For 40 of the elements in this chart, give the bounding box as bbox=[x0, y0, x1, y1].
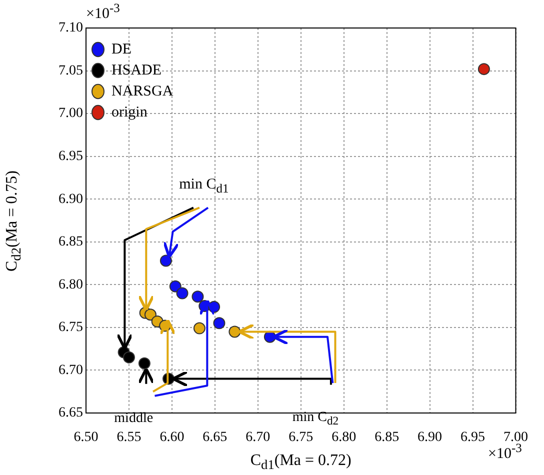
point bbox=[138, 357, 150, 370]
y-tick-label: 7.00 bbox=[58, 106, 83, 122]
point bbox=[193, 322, 206, 334]
point bbox=[160, 254, 172, 267]
x-tick-label: 6.50 bbox=[74, 430, 98, 446]
y-tick-label: 6.65 bbox=[58, 406, 83, 421]
x-tick-label: 6.60 bbox=[160, 430, 184, 446]
x-tick-label: 6.75 bbox=[288, 430, 314, 446]
point bbox=[169, 280, 182, 292]
legend-label: NARSGA bbox=[112, 83, 174, 100]
annotation: middle bbox=[114, 411, 154, 426]
x-tick-label: 6.65 bbox=[202, 430, 228, 446]
text: ×10$^{-3}$ bbox=[86, 1, 120, 22]
x-tick-label: 6.55 bbox=[116, 430, 142, 446]
y-tick-label: 6.90 bbox=[58, 192, 83, 207]
y-tick-label: 6.75 bbox=[58, 320, 83, 336]
y-tick-label: 7.10 bbox=[58, 20, 83, 36]
point bbox=[213, 317, 226, 330]
legend-label: DE bbox=[112, 41, 132, 58]
point bbox=[144, 308, 156, 321]
point bbox=[478, 63, 490, 76]
x-tick-label: 6.85 bbox=[374, 430, 400, 446]
point bbox=[176, 287, 188, 300]
x-tick-label: 6.90 bbox=[418, 430, 442, 446]
y-tick-label: 6.70 bbox=[58, 362, 83, 378]
y-tick-label: 6.85 bbox=[58, 234, 83, 250]
y-tick-label: 6.80 bbox=[58, 277, 83, 292]
y-tick-label: 6.95 bbox=[58, 149, 83, 164]
x-tick-label: 6.95 bbox=[460, 430, 486, 446]
point bbox=[122, 351, 135, 364]
y-tick-label: 7.05 bbox=[58, 63, 83, 78]
text: ×10$^{-3}$ bbox=[488, 441, 522, 462]
x-tick-label: 6.70 bbox=[246, 430, 270, 446]
legend-label: HSADE bbox=[112, 62, 162, 78]
point bbox=[192, 290, 204, 303]
x-axis-title: C$_{d1}$(Ma = 0.72) bbox=[250, 452, 352, 474]
annotation: min C$_{d1}$ bbox=[179, 176, 229, 195]
point bbox=[228, 326, 241, 338]
legend-label: origin bbox=[112, 104, 148, 120]
x-tick-label: 6.80 bbox=[332, 430, 356, 446]
